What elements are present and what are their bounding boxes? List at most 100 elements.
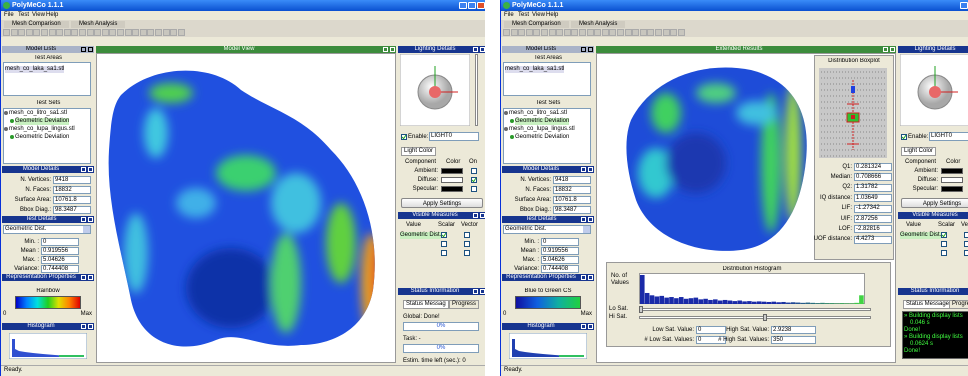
float-button[interactable] bbox=[581, 324, 586, 329]
tool-button[interactable] bbox=[503, 29, 510, 36]
menu-item[interactable]: Test bbox=[18, 12, 30, 18]
tool-button[interactable] bbox=[33, 29, 41, 36]
light-dropdown[interactable] bbox=[929, 132, 968, 141]
tab[interactable]: Mesh Comparison bbox=[504, 21, 569, 28]
tool-button[interactable] bbox=[71, 29, 79, 36]
checkbox[interactable] bbox=[464, 241, 470, 247]
tool-button[interactable] bbox=[162, 29, 170, 36]
status-tab[interactable]: Progress bbox=[949, 300, 968, 309]
close-button[interactable] bbox=[588, 275, 593, 280]
tool-button[interactable] bbox=[3, 29, 10, 36]
light-dropdown[interactable] bbox=[429, 132, 479, 141]
checkbox[interactable] bbox=[441, 232, 447, 238]
color-swatch[interactable] bbox=[941, 177, 963, 183]
tool-button[interactable] bbox=[48, 29, 56, 36]
dropdown[interactable] bbox=[503, 225, 591, 234]
color-swatch[interactable] bbox=[941, 186, 963, 192]
tab[interactable]: Mesh Comparison bbox=[4, 21, 69, 28]
slider-thumb[interactable] bbox=[763, 314, 767, 321]
tool-button[interactable] bbox=[617, 29, 624, 36]
tool-button[interactable] bbox=[10, 29, 18, 36]
checkbox[interactable] bbox=[964, 241, 968, 247]
tool-button[interactable] bbox=[647, 29, 655, 36]
checkbox[interactable] bbox=[401, 134, 407, 140]
tool-button[interactable] bbox=[677, 29, 685, 36]
close-button[interactable] bbox=[88, 167, 93, 172]
window-button[interactable] bbox=[459, 2, 467, 9]
checkbox[interactable] bbox=[964, 250, 968, 256]
dropdown[interactable] bbox=[3, 225, 91, 234]
tree-item[interactable]: Geometric Deviation bbox=[15, 118, 70, 125]
tool-button[interactable] bbox=[525, 29, 533, 36]
tool-button[interactable] bbox=[63, 29, 71, 36]
close-button[interactable] bbox=[480, 213, 485, 218]
tool-button[interactable] bbox=[533, 29, 541, 36]
close-button[interactable] bbox=[88, 324, 93, 329]
color-swatch[interactable] bbox=[441, 168, 463, 174]
float-button[interactable] bbox=[81, 324, 86, 329]
color-swatch[interactable] bbox=[941, 168, 963, 174]
float-button[interactable] bbox=[383, 47, 388, 52]
status-tab[interactable]: Status Messages bbox=[903, 300, 956, 309]
tool-button[interactable] bbox=[609, 29, 617, 36]
float-button[interactable] bbox=[581, 167, 586, 172]
menu-item[interactable]: Test bbox=[518, 12, 530, 18]
checkbox[interactable] bbox=[901, 134, 907, 140]
tree-item[interactable]: mesh_co_litro_sa1.stl bbox=[509, 110, 568, 116]
window-button[interactable] bbox=[960, 2, 968, 9]
checkbox[interactable] bbox=[941, 241, 947, 247]
tool-button[interactable] bbox=[556, 29, 564, 36]
tool-button[interactable] bbox=[571, 29, 579, 36]
slider-thumb[interactable] bbox=[639, 306, 643, 313]
checkbox[interactable] bbox=[964, 232, 968, 238]
tool-button[interactable] bbox=[25, 29, 33, 36]
float-button[interactable] bbox=[883, 47, 888, 52]
slider-track[interactable] bbox=[639, 308, 871, 311]
status-tab[interactable]: Progress bbox=[449, 300, 480, 309]
menu-item[interactable]: File bbox=[4, 12, 14, 18]
checkbox[interactable] bbox=[441, 250, 447, 256]
tool-button[interactable] bbox=[632, 29, 640, 36]
close-button[interactable] bbox=[88, 47, 93, 52]
list-item[interactable]: mesh_co_laka_sa1.stl bbox=[505, 66, 565, 73]
tree-item[interactable]: mesh_co_lupa_lingus.stl bbox=[9, 126, 75, 132]
close-button[interactable] bbox=[588, 167, 593, 172]
tool-button[interactable] bbox=[655, 29, 662, 36]
tool-button[interactable] bbox=[117, 29, 124, 36]
color-swatch[interactable] bbox=[441, 177, 463, 183]
tool-button[interactable] bbox=[147, 29, 155, 36]
tool-button[interactable] bbox=[177, 29, 185, 36]
dropdown-arrow[interactable] bbox=[83, 226, 90, 233]
tool-button[interactable] bbox=[41, 29, 48, 36]
menu-item[interactable]: File bbox=[504, 12, 514, 18]
tool-button[interactable] bbox=[155, 29, 162, 36]
apply-button[interactable]: Apply Settings bbox=[401, 198, 483, 208]
tool-button[interactable] bbox=[624, 29, 632, 36]
slider-track[interactable] bbox=[639, 316, 871, 319]
tool-button[interactable] bbox=[79, 29, 86, 36]
tool-button[interactable] bbox=[124, 29, 132, 36]
tree-item[interactable]: mesh_co_litro_sa1.stl bbox=[9, 110, 68, 116]
apply-button[interactable]: Apply Settings bbox=[901, 198, 968, 208]
float-button[interactable] bbox=[581, 275, 586, 280]
close-button[interactable] bbox=[890, 47, 895, 52]
tool-button[interactable] bbox=[518, 29, 526, 36]
float-button[interactable] bbox=[81, 275, 86, 280]
tree-item[interactable]: Geometric Deviation bbox=[515, 134, 570, 140]
tool-button[interactable] bbox=[101, 29, 109, 36]
window-button[interactable] bbox=[477, 2, 485, 9]
tool-button[interactable] bbox=[132, 29, 140, 36]
tree-item[interactable]: Geometric Deviation bbox=[515, 118, 570, 125]
tool-button[interactable] bbox=[548, 29, 556, 36]
tool-button[interactable] bbox=[510, 29, 518, 36]
float-button[interactable] bbox=[81, 217, 86, 222]
tree-item[interactable]: Geometric Deviation bbox=[15, 134, 70, 140]
checkbox[interactable] bbox=[471, 177, 477, 183]
checkbox[interactable] bbox=[464, 250, 470, 256]
tool-button[interactable] bbox=[139, 29, 147, 36]
light-slider[interactable] bbox=[475, 54, 478, 126]
close-button[interactable] bbox=[480, 47, 485, 52]
close-button[interactable] bbox=[88, 275, 93, 280]
checkbox[interactable] bbox=[941, 250, 947, 256]
menu-item[interactable]: Help bbox=[546, 12, 559, 18]
